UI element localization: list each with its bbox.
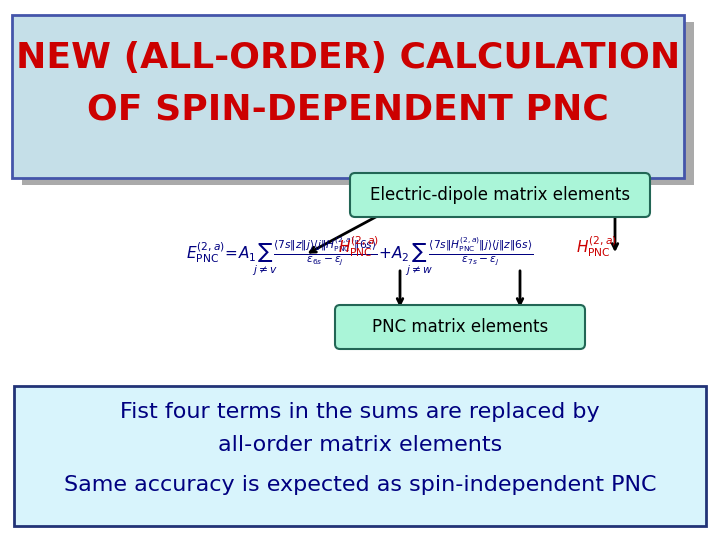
FancyBboxPatch shape [350, 173, 650, 217]
FancyBboxPatch shape [22, 22, 694, 185]
Text: PNC matrix elements: PNC matrix elements [372, 318, 548, 336]
Text: NEW (ALL-ORDER) CALCULATION: NEW (ALL-ORDER) CALCULATION [16, 41, 680, 75]
Text: Same accuracy is expected as spin-independent PNC: Same accuracy is expected as spin-indepe… [64, 475, 656, 495]
Text: all-order matrix elements: all-order matrix elements [218, 435, 502, 455]
Text: $H_{\rm PNC}^{(2,a)}$: $H_{\rm PNC}^{(2,a)}$ [575, 234, 616, 259]
Text: Fist four terms in the sums are replaced by: Fist four terms in the sums are replaced… [120, 402, 600, 422]
Text: $H_{\rm PNC}^{(2,a)}$: $H_{\rm PNC}^{(2,a)}$ [338, 234, 379, 259]
FancyBboxPatch shape [12, 15, 684, 178]
Text: OF SPIN-DEPENDENT PNC: OF SPIN-DEPENDENT PNC [87, 93, 609, 127]
FancyBboxPatch shape [14, 386, 706, 526]
Text: $E_{\rm PNC}^{(2,a)}\!=\!A_1\!\sum_{j\neq v}\!\frac{\langle 7s\|z\|j\rangle\lang: $E_{\rm PNC}^{(2,a)}\!=\!A_1\!\sum_{j\ne… [186, 236, 534, 278]
Text: Electric-dipole matrix elements: Electric-dipole matrix elements [370, 186, 630, 204]
FancyBboxPatch shape [335, 305, 585, 349]
